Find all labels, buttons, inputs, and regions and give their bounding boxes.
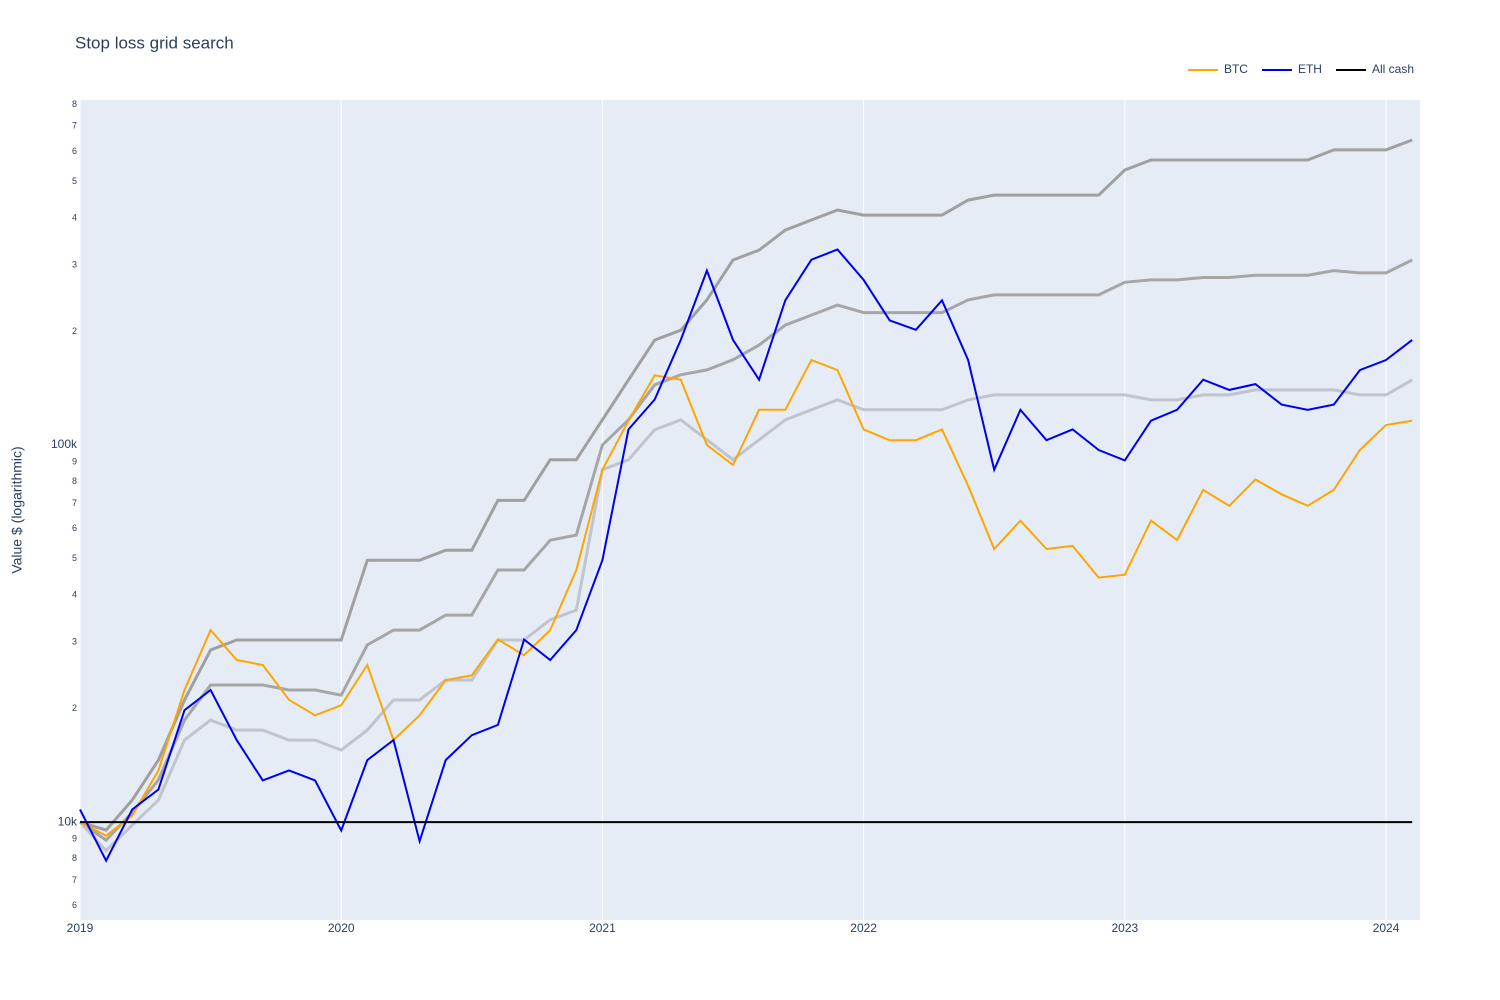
y-tick-label: 4	[72, 589, 77, 599]
x-tick-label: 2020	[328, 921, 355, 935]
y-tick-label: 2	[72, 326, 77, 336]
x-tick-label: 2021	[589, 921, 616, 935]
y-axis-title: Value $ (logarithmic)	[9, 446, 25, 573]
plot-area	[80, 100, 1420, 920]
y-tick-label: 8	[72, 476, 77, 486]
y-tick-label: 7	[72, 121, 77, 131]
y-tick-label: 9	[72, 834, 77, 844]
y-tick-label: 9	[72, 457, 77, 467]
series-line	[78, 378, 1413, 853]
y-tick-label: 7	[72, 498, 77, 508]
legend-label: All cash	[1372, 62, 1414, 76]
series-line	[79, 248, 1413, 863]
y-tick-label: 100k	[51, 437, 78, 451]
y-tick-label: 3	[72, 259, 77, 269]
legend-label: ETH	[1298, 62, 1322, 76]
x-tick-label: 2022	[850, 921, 877, 935]
y-tick-label: 3	[72, 637, 77, 647]
x-tick-label: 2024	[1373, 921, 1400, 935]
series-line	[79, 138, 1413, 832]
y-tick-label: 10k	[58, 814, 78, 828]
chart-title: Stop loss grid search	[75, 33, 234, 52]
y-tick-label: 8	[72, 853, 77, 863]
y-tick-label: 2	[72, 703, 77, 713]
series-line	[79, 358, 1413, 837]
x-tick-label: 2023	[1111, 921, 1138, 935]
y-tick-label: 7	[72, 875, 77, 885]
y-tick-label: 6	[72, 523, 77, 533]
x-tick-label: 2019	[67, 921, 94, 935]
y-tick-label: 4	[72, 212, 77, 222]
legend-label: BTC	[1224, 62, 1248, 76]
y-tick-label: 5	[72, 176, 77, 186]
y-tick-label: 6	[72, 146, 77, 156]
y-tick-label: 5	[72, 553, 77, 563]
y-tick-label: 6	[72, 900, 77, 910]
series-line	[79, 258, 1413, 843]
y-tick-label: 8	[72, 99, 77, 109]
